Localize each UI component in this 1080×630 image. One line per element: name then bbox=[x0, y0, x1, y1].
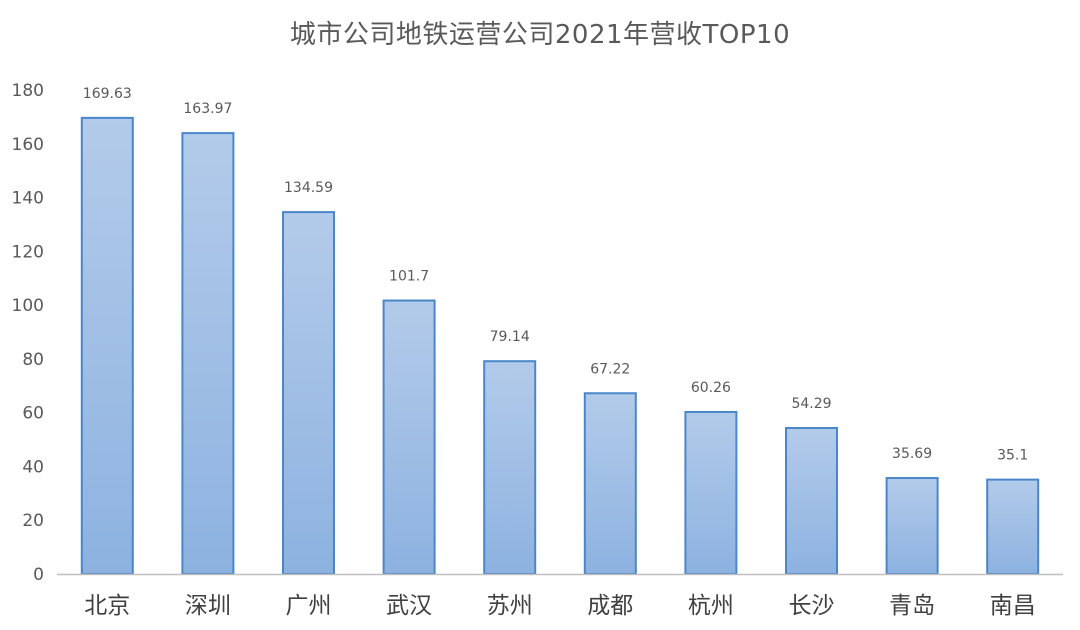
bar bbox=[483, 360, 537, 575]
bar bbox=[885, 477, 939, 576]
y-tick-label: 120 bbox=[12, 242, 44, 262]
bar bbox=[684, 410, 738, 575]
bar bbox=[181, 132, 235, 576]
bar bbox=[282, 211, 335, 575]
y-tick-label: 80 bbox=[22, 350, 44, 370]
y-tick-label: 180 bbox=[12, 81, 44, 101]
bar-value-label: 169.63 bbox=[83, 86, 132, 102]
y-tick-label: 40 bbox=[22, 457, 44, 477]
y-tick-label: 100 bbox=[12, 296, 44, 316]
x-category-label: 成都 bbox=[587, 593, 633, 619]
x-category-label: 武汉 bbox=[386, 593, 432, 619]
x-category-label: 北京 bbox=[84, 593, 130, 619]
bar bbox=[382, 299, 436, 575]
bar-value-label: 67.22 bbox=[590, 361, 630, 377]
bar bbox=[986, 478, 1040, 575]
x-axis-category-labels: 北京 深圳 广州 武汉 苏州 成都 杭州 长沙 青岛 南昌 bbox=[84, 593, 1035, 619]
data-labels: 169.63 163.97 134.59 101.7 79.14 67.22 60.26 54… bbox=[83, 86, 1028, 464]
x-category-label: 广州 bbox=[286, 593, 332, 619]
y-tick-label: 160 bbox=[12, 135, 44, 155]
x-category-label: 南昌 bbox=[990, 593, 1036, 619]
bar bbox=[80, 116, 134, 575]
bar-value-label: 35.1 bbox=[997, 448, 1028, 464]
x-category-label: 杭州 bbox=[688, 593, 734, 619]
chart-title: 城市公司地铁运营公司2021年营收TOP10 bbox=[289, 20, 791, 50]
bar-value-label: 134.59 bbox=[284, 180, 333, 196]
bar-value-label: 35.69 bbox=[892, 446, 932, 462]
x-category-label: 深圳 bbox=[185, 593, 231, 619]
bar-value-label: 60.26 bbox=[691, 380, 731, 396]
x-category-label: 长沙 bbox=[789, 593, 835, 619]
x-category-label: 苏州 bbox=[487, 593, 533, 619]
bar bbox=[785, 427, 838, 576]
bar-value-label: 54.29 bbox=[791, 396, 831, 412]
bar-value-label: 163.97 bbox=[183, 101, 232, 117]
y-axis-tick-labels: 0 20 40 60 80 100 120 140 160 180 bbox=[12, 81, 44, 585]
bar-series bbox=[80, 116, 1040, 576]
bar-value-label: 79.14 bbox=[490, 329, 530, 345]
y-tick-label: 60 bbox=[22, 404, 44, 424]
x-category-label: 青岛 bbox=[889, 593, 935, 619]
y-tick-label: 140 bbox=[12, 189, 44, 209]
y-tick-label: 20 bbox=[22, 511, 44, 531]
bar-value-label: 101.7 bbox=[389, 269, 429, 285]
bar bbox=[583, 392, 637, 576]
y-tick-label: 0 bbox=[33, 565, 44, 585]
